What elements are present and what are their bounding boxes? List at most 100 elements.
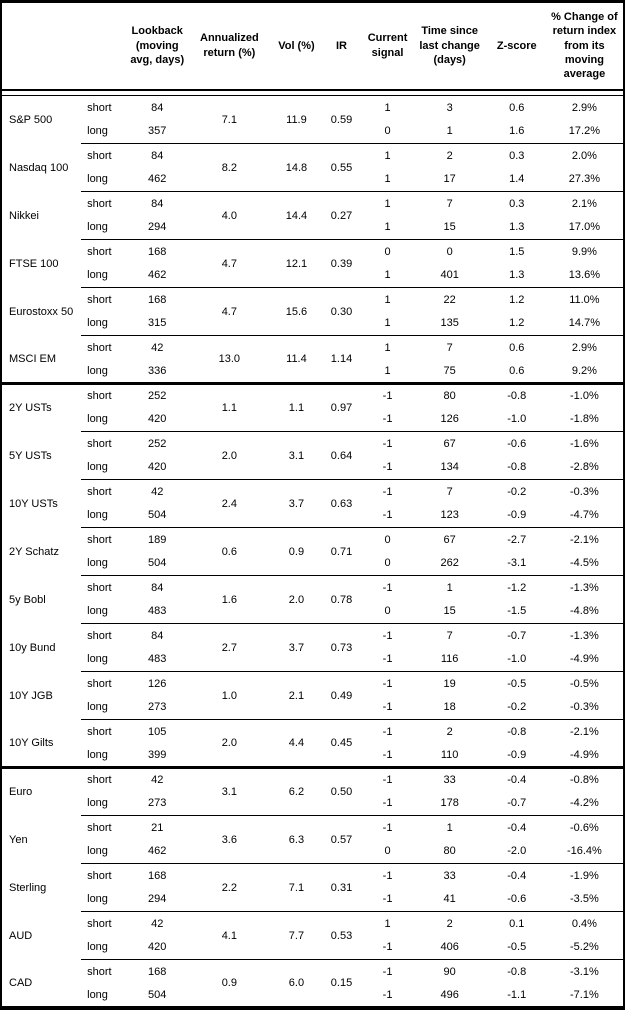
annualized-return-cell: 13.0 bbox=[185, 335, 274, 384]
asset-row-short: S&P 500 short 84 7.1 11.9 0.59 1 3 0.6 2.9% bbox=[1, 96, 624, 126]
horizon-cell: short bbox=[81, 527, 130, 552]
lookback-cell: 42 bbox=[129, 335, 186, 360]
z-score-cell: -0.6 bbox=[507, 893, 527, 906]
asset-name-cell: 10Y JGB bbox=[9, 689, 53, 702]
horizon-cell: long bbox=[87, 221, 108, 234]
lookback-cell: 462 bbox=[148, 845, 167, 858]
pct-change-cell: -1.8% bbox=[570, 413, 599, 426]
ir-cell: 0.78 bbox=[319, 575, 364, 624]
asset-row-long: long 462 0 80 -2.0 -16.4% bbox=[1, 840, 624, 864]
time-since-change-cell: 33 bbox=[411, 766, 488, 792]
lookback-cell: 84 bbox=[129, 143, 186, 168]
pct-change-cell: 11.0% bbox=[545, 287, 624, 312]
current-signal-cell: -1 bbox=[363, 719, 412, 744]
ir-cell: 0.49 bbox=[319, 671, 364, 720]
asset-row-short: Sterling short 168 2.2 7.1 0.31 -1 33 -0.4 -1.9% bbox=[1, 863, 624, 912]
table-header: Lookback (moving avg, days) Annualized r… bbox=[1, 1, 624, 91]
vol-cell: 2.1 bbox=[273, 671, 320, 720]
asset-row-long: long 399 -1 110 -0.9 -4.9% bbox=[1, 744, 624, 768]
lookback-cell: 399 bbox=[148, 748, 167, 761]
ir-cell: 0.55 bbox=[319, 143, 364, 192]
ir-cell: 1.14 bbox=[319, 335, 364, 384]
lookback-cell: 168 bbox=[129, 239, 186, 264]
lookback-cell: 420 bbox=[148, 461, 167, 474]
current-signal-cell: -1 bbox=[382, 893, 393, 906]
time-since-change-cell: 496 bbox=[440, 988, 459, 1001]
z-score-cell: -0.8 bbox=[507, 461, 527, 474]
time-since-change-cell: 1 bbox=[446, 125, 453, 138]
pct-change-cell: -16.4% bbox=[566, 845, 602, 858]
lookback-cell: 168 bbox=[129, 287, 186, 312]
current-signal-cell: -1 bbox=[363, 623, 412, 648]
time-since-change-cell: 15 bbox=[443, 605, 456, 618]
ir-cell: 0.71 bbox=[319, 527, 364, 576]
col-header-pct-change-from-ma: % Change of return index from its moving… bbox=[545, 1, 624, 91]
lookback-cell: 273 bbox=[148, 701, 167, 714]
horizon-cell: short bbox=[81, 911, 130, 936]
pct-change-cell: -4.7% bbox=[570, 509, 599, 522]
z-score-cell: 0.6 bbox=[509, 364, 525, 377]
pct-change-cell: 9.2% bbox=[571, 364, 597, 377]
asset-row-long: long 504 0 262 -3.1 -4.5% bbox=[1, 552, 624, 576]
asset-name-cell: FTSE 100 bbox=[9, 257, 59, 270]
z-score-cell: 1.3 bbox=[509, 269, 525, 282]
z-score-cell: -1.5 bbox=[507, 605, 527, 618]
z-score-cell: -0.4 bbox=[487, 766, 546, 792]
current-signal-cell: -1 bbox=[363, 382, 412, 408]
pct-change-cell: -1.0% bbox=[545, 382, 624, 408]
asset-row-short: Nasdaq 100 short 84 8.2 14.8 0.55 1 2 0.3 2.0% bbox=[1, 143, 624, 192]
current-signal-cell: 1 bbox=[384, 221, 391, 234]
time-since-change-cell: 17 bbox=[443, 173, 456, 186]
asset-row-short: 10Y USTs short 42 2.4 3.7 0.63 -1 7 -0.2 -0.3% bbox=[1, 479, 624, 528]
annualized-return-cell: 7.1 bbox=[221, 113, 237, 126]
asset-row-long: long 504 -1 123 -0.9 -4.7% bbox=[1, 504, 624, 528]
asset-row-short: 10Y JGB short 126 1.0 2.1 0.49 -1 19 -0.5 -0.5% bbox=[1, 671, 624, 720]
current-signal-cell: 1 bbox=[384, 101, 391, 114]
time-since-change-cell: 7 bbox=[411, 623, 488, 648]
annualized-return-cell: 4.0 bbox=[185, 191, 274, 240]
z-score-cell: 1.3 bbox=[509, 221, 525, 234]
z-score-cell: 0.3 bbox=[487, 143, 546, 168]
ir-cell: 0.59 bbox=[330, 113, 353, 126]
z-score-cell: 0.3 bbox=[487, 191, 546, 216]
lookback-cell: 84 bbox=[151, 101, 164, 114]
asset-row-long: long 273 -1 18 -0.2 -0.3% bbox=[1, 696, 624, 720]
lookback-cell: 420 bbox=[148, 413, 167, 426]
pct-change-cell: 17.2% bbox=[568, 125, 600, 138]
horizon-cell: short bbox=[81, 431, 130, 456]
time-since-change-cell: 1 bbox=[411, 815, 488, 840]
pct-change-cell: -1.3% bbox=[545, 575, 624, 600]
asset-name-cell: 10Y USTs bbox=[9, 497, 58, 510]
time-since-change-cell: 90 bbox=[411, 959, 488, 984]
pct-change-cell: -3.5% bbox=[570, 893, 599, 906]
annualized-return-cell: 1.6 bbox=[185, 575, 274, 624]
z-score-cell: -2.0 bbox=[507, 845, 527, 858]
horizon-cell: long bbox=[87, 461, 108, 474]
asset-row-short: 10y Bund short 84 2.7 3.7 0.73 -1 7 -0.7 -1.3% bbox=[1, 623, 624, 672]
pct-change-cell: -0.5% bbox=[545, 671, 624, 696]
vol-cell: 6.0 bbox=[273, 959, 320, 1008]
horizon-cell: long bbox=[87, 364, 108, 377]
time-since-change-cell: 75 bbox=[443, 364, 456, 377]
current-signal-cell: -1 bbox=[382, 653, 393, 666]
time-since-change-cell: 15 bbox=[443, 221, 456, 234]
pct-change-cell: -4.9% bbox=[570, 653, 599, 666]
current-signal-cell: -1 bbox=[363, 431, 412, 456]
lookback-cell: 84 bbox=[129, 623, 186, 648]
pct-change-cell: -1.6% bbox=[545, 431, 624, 456]
col-header-time-since-last-change: Time since last change (days) bbox=[411, 1, 488, 91]
lookback-cell: 105 bbox=[129, 719, 186, 744]
annualized-return-cell: 2.7 bbox=[185, 623, 274, 672]
time-since-change-cell: 3 bbox=[446, 101, 453, 114]
lookback-cell: 42 bbox=[129, 766, 186, 792]
pct-change-cell: -2.1% bbox=[545, 719, 624, 744]
asset-row-long: long 315 1 135 1.2 14.7% bbox=[1, 312, 624, 336]
lookback-cell: 504 bbox=[148, 509, 167, 522]
asset-row-short: 10Y Gilts short 105 2.0 4.4 0.45 -1 2 -0.8 -2.1% bbox=[1, 719, 624, 768]
current-signal-cell: 0 bbox=[384, 557, 391, 570]
asset-name-cell: 10Y Gilts bbox=[9, 736, 54, 749]
lookback-cell: 42 bbox=[129, 479, 186, 504]
time-since-change-cell: 134 bbox=[440, 461, 459, 474]
pct-change-cell: -4.8% bbox=[570, 605, 599, 618]
asset-row-short: Eurostoxx 50 short 168 4.7 15.6 0.30 1 22 1.2 11.… bbox=[1, 287, 624, 336]
